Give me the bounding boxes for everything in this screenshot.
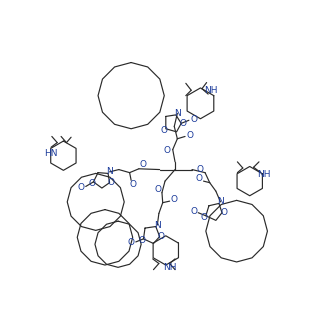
Text: O: O — [88, 179, 95, 188]
Text: O: O — [78, 183, 85, 192]
Text: O: O — [186, 131, 193, 140]
Text: N: N — [154, 220, 161, 229]
Text: O: O — [128, 238, 135, 247]
Text: O: O — [197, 165, 204, 174]
Text: O: O — [129, 181, 136, 190]
Text: N: N — [217, 197, 224, 206]
Text: O: O — [161, 126, 168, 135]
Text: NH: NH — [204, 86, 218, 95]
Text: O: O — [190, 207, 197, 216]
Text: O: O — [155, 185, 161, 194]
Text: NH: NH — [257, 171, 270, 180]
Text: O: O — [164, 146, 171, 155]
Text: O: O — [201, 213, 208, 222]
Text: HN: HN — [44, 149, 58, 158]
Text: O: O — [179, 119, 186, 128]
Text: N: N — [106, 168, 113, 176]
Text: O: O — [138, 236, 145, 245]
Text: O: O — [220, 208, 227, 217]
Text: O: O — [195, 174, 203, 183]
Text: O: O — [108, 178, 115, 187]
Text: O: O — [158, 232, 165, 241]
Text: O: O — [190, 115, 197, 124]
Text: NH: NH — [163, 263, 176, 272]
Text: O: O — [139, 160, 146, 170]
Text: O: O — [171, 195, 178, 204]
Text: N: N — [174, 109, 181, 118]
